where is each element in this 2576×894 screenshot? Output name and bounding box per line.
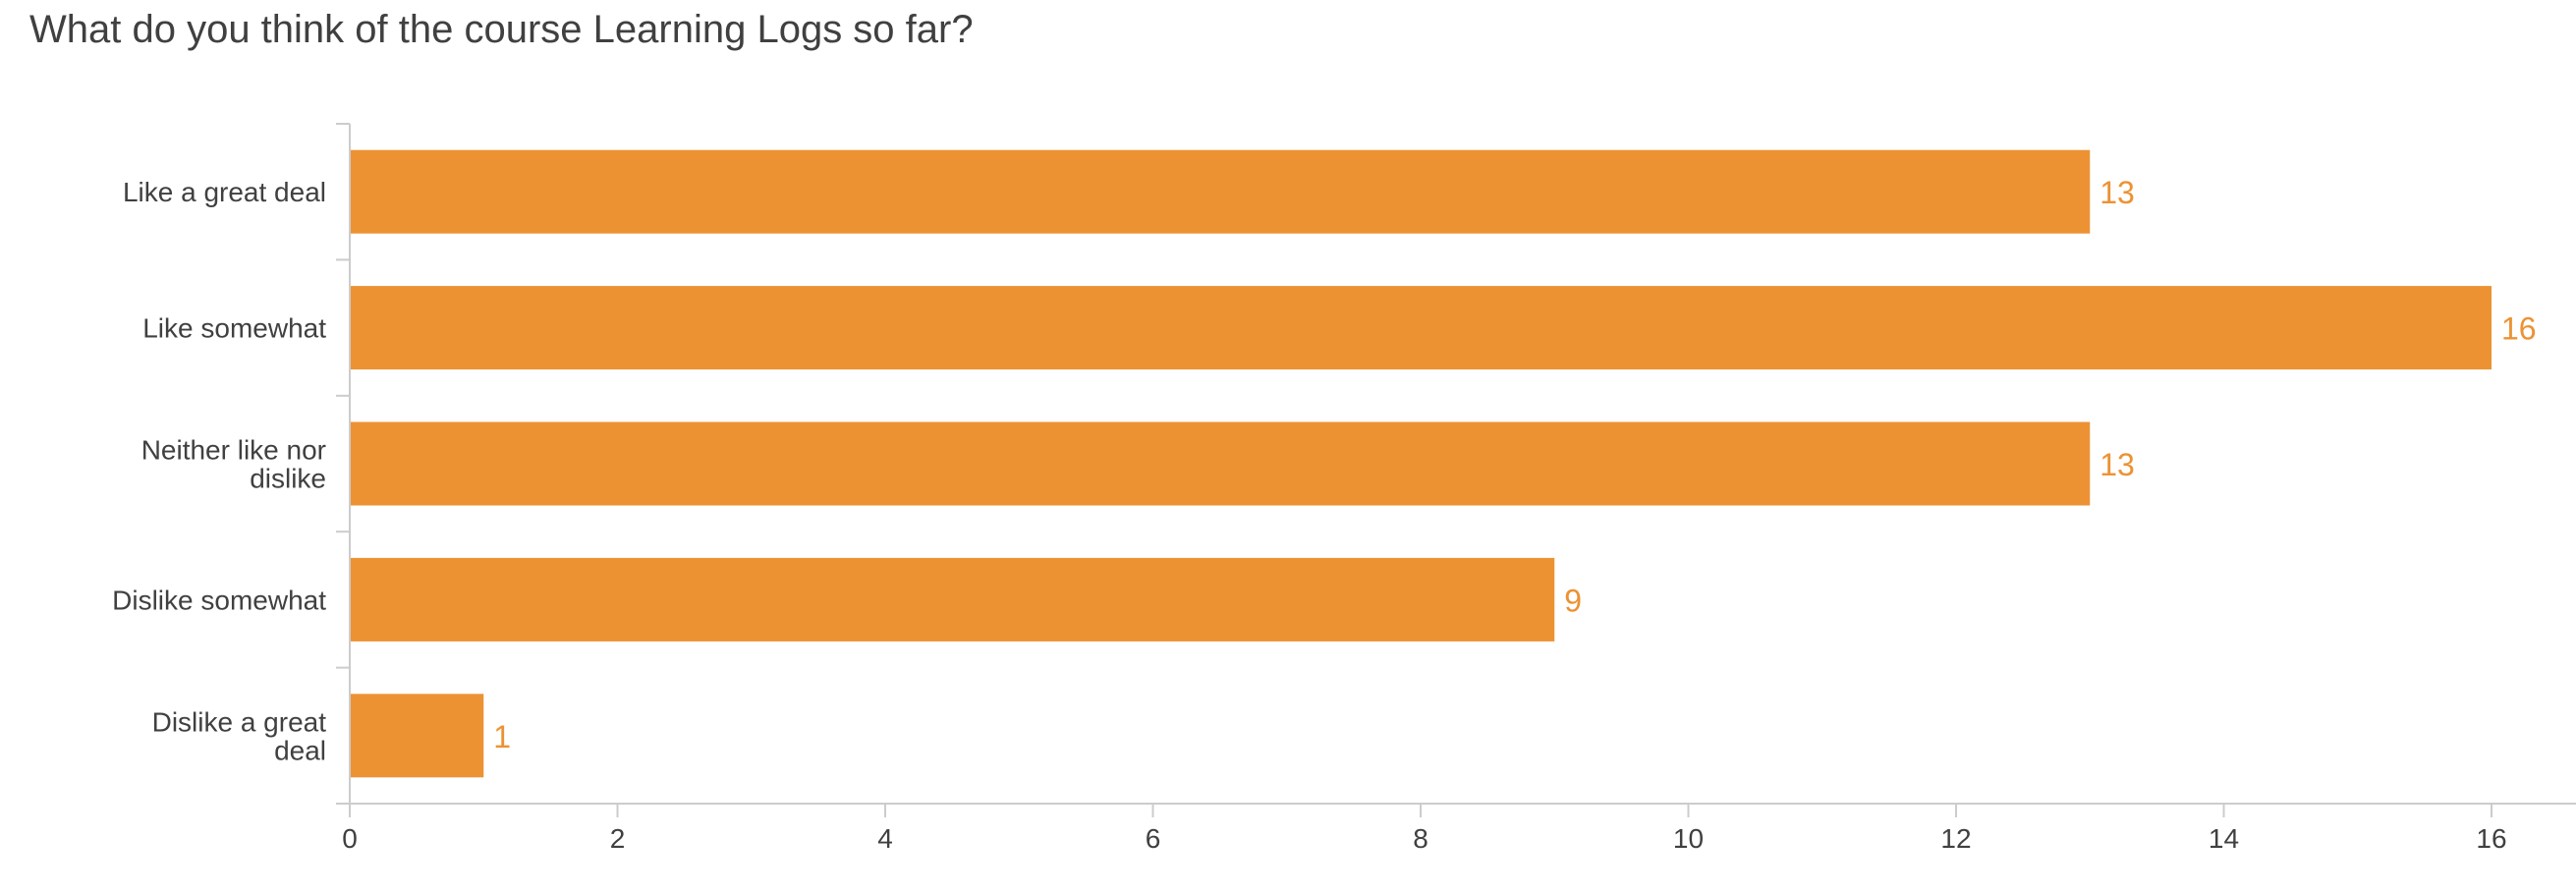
bar — [351, 557, 1555, 642]
category-label: Dislike somewhat — [112, 585, 326, 615]
x-tick-label: 8 — [1413, 823, 1428, 854]
x-tick-label: 16 — [2476, 823, 2506, 854]
bar-value-label: 1 — [493, 719, 511, 754]
bar-value-label: 13 — [2100, 175, 2135, 210]
chart-title: What do you think of the course Learning… — [29, 8, 974, 51]
category-label: Dislike a great deal — [152, 706, 327, 765]
bar-value-label: 13 — [2100, 447, 2135, 482]
bar — [351, 286, 2492, 370]
x-tick-label: 4 — [877, 823, 893, 854]
bar-value-label: 16 — [2501, 311, 2537, 347]
category-label: Neither like nor dislike — [141, 435, 326, 494]
category-label: Like somewhat — [142, 313, 326, 344]
bar — [351, 694, 484, 778]
x-tick-label: 12 — [1940, 823, 1971, 854]
x-tick-label: 14 — [2209, 823, 2239, 854]
x-tick-label: 2 — [610, 823, 626, 854]
bars-group: 13 16 13 9 1 — [351, 149, 2537, 778]
bar — [351, 149, 2091, 234]
x-tick-label: 6 — [1146, 823, 1161, 854]
bar-value-label: 9 — [1564, 583, 1582, 618]
x-tick-label: 10 — [1673, 823, 1704, 854]
category-label: Like a great deal — [123, 177, 326, 207]
axes-group: 0 2 4 6 8 10 12 14 16 Like a great deal Like somew… — [112, 123, 2576, 854]
bar — [351, 421, 2091, 506]
x-tick-label: 0 — [342, 823, 358, 854]
